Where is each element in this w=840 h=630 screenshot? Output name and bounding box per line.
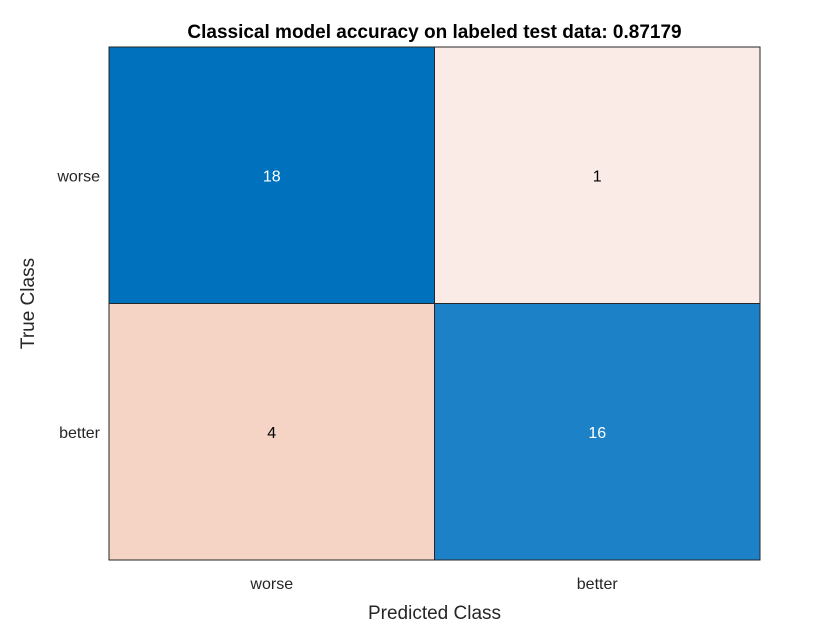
- cell-value-label: 16: [588, 425, 606, 442]
- chart-title: Classical model accuracy on labeled test…: [187, 22, 681, 43]
- cells-layer: [108, 46, 761, 561]
- y-tick-labels: worse better: [56, 168, 100, 442]
- y-tick-label: better: [59, 425, 101, 442]
- y-tick-label: worse: [56, 168, 100, 185]
- values-layer: 18 1 4 16: [263, 168, 606, 442]
- cell-value-label: 4: [267, 425, 276, 442]
- x-tick-labels: worse better: [249, 576, 618, 593]
- plot-frame: [108, 46, 761, 561]
- heatmap-cell-worse-better: [434, 46, 761, 304]
- x-axis-label: Predicted Class: [368, 603, 501, 624]
- cell-value-label: 18: [263, 168, 281, 185]
- heatmap-cell-worse-worse: [108, 46, 435, 304]
- heatmap-cell-better-better: [434, 303, 761, 561]
- y-axis-label: True Class: [18, 258, 39, 349]
- heatmap-cell-better-worse: [108, 303, 435, 561]
- x-tick-label: worse: [249, 576, 293, 593]
- cell-value-label: 1: [593, 168, 602, 185]
- x-tick-label: better: [577, 576, 619, 593]
